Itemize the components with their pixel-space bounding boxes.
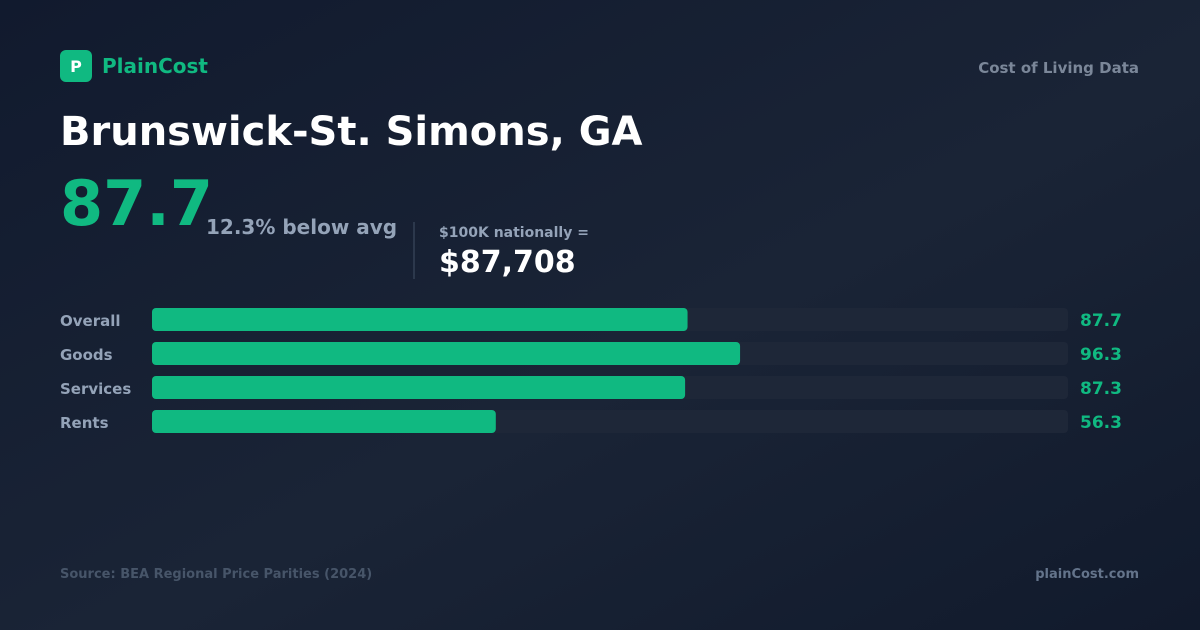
equivalent-value: $87,708 — [439, 245, 576, 280]
category-label: Overall — [60, 312, 121, 330]
value-label: 96.3 — [1080, 345, 1122, 365]
index: 87.7 — [60, 167, 213, 240]
title: Brunswick-St. Simons, GA — [60, 109, 643, 155]
category-label: Services — [60, 380, 131, 398]
category-label: Rents — [60, 414, 109, 432]
source: Source: BEA Regional Price Parities (202… — [60, 567, 372, 582]
value-label: 87.3 — [1080, 379, 1122, 399]
category-label: Goods — [60, 346, 113, 364]
value-label: 87.7 — [1080, 311, 1122, 331]
bar — [152, 308, 688, 331]
brand: PlainCost — [102, 54, 208, 78]
logo — [60, 50, 92, 82]
bar — [152, 410, 496, 433]
tagline: Cost of Living Data — [978, 59, 1139, 77]
logo-letter: P — [70, 57, 82, 76]
comparison: 12.3% below avg — [206, 215, 397, 239]
bar — [152, 342, 741, 365]
equivalent-label: $100K nationally = — [439, 225, 589, 241]
value-label: 56.3 — [1080, 413, 1122, 433]
bar — [152, 376, 686, 399]
site: plainCost.com — [1035, 567, 1139, 582]
